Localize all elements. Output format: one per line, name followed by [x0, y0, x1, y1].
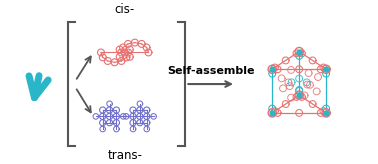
- Text: trans-: trans-: [107, 149, 142, 162]
- Text: cis-: cis-: [115, 3, 135, 16]
- Text: Self-assemble: Self-assemble: [167, 66, 254, 76]
